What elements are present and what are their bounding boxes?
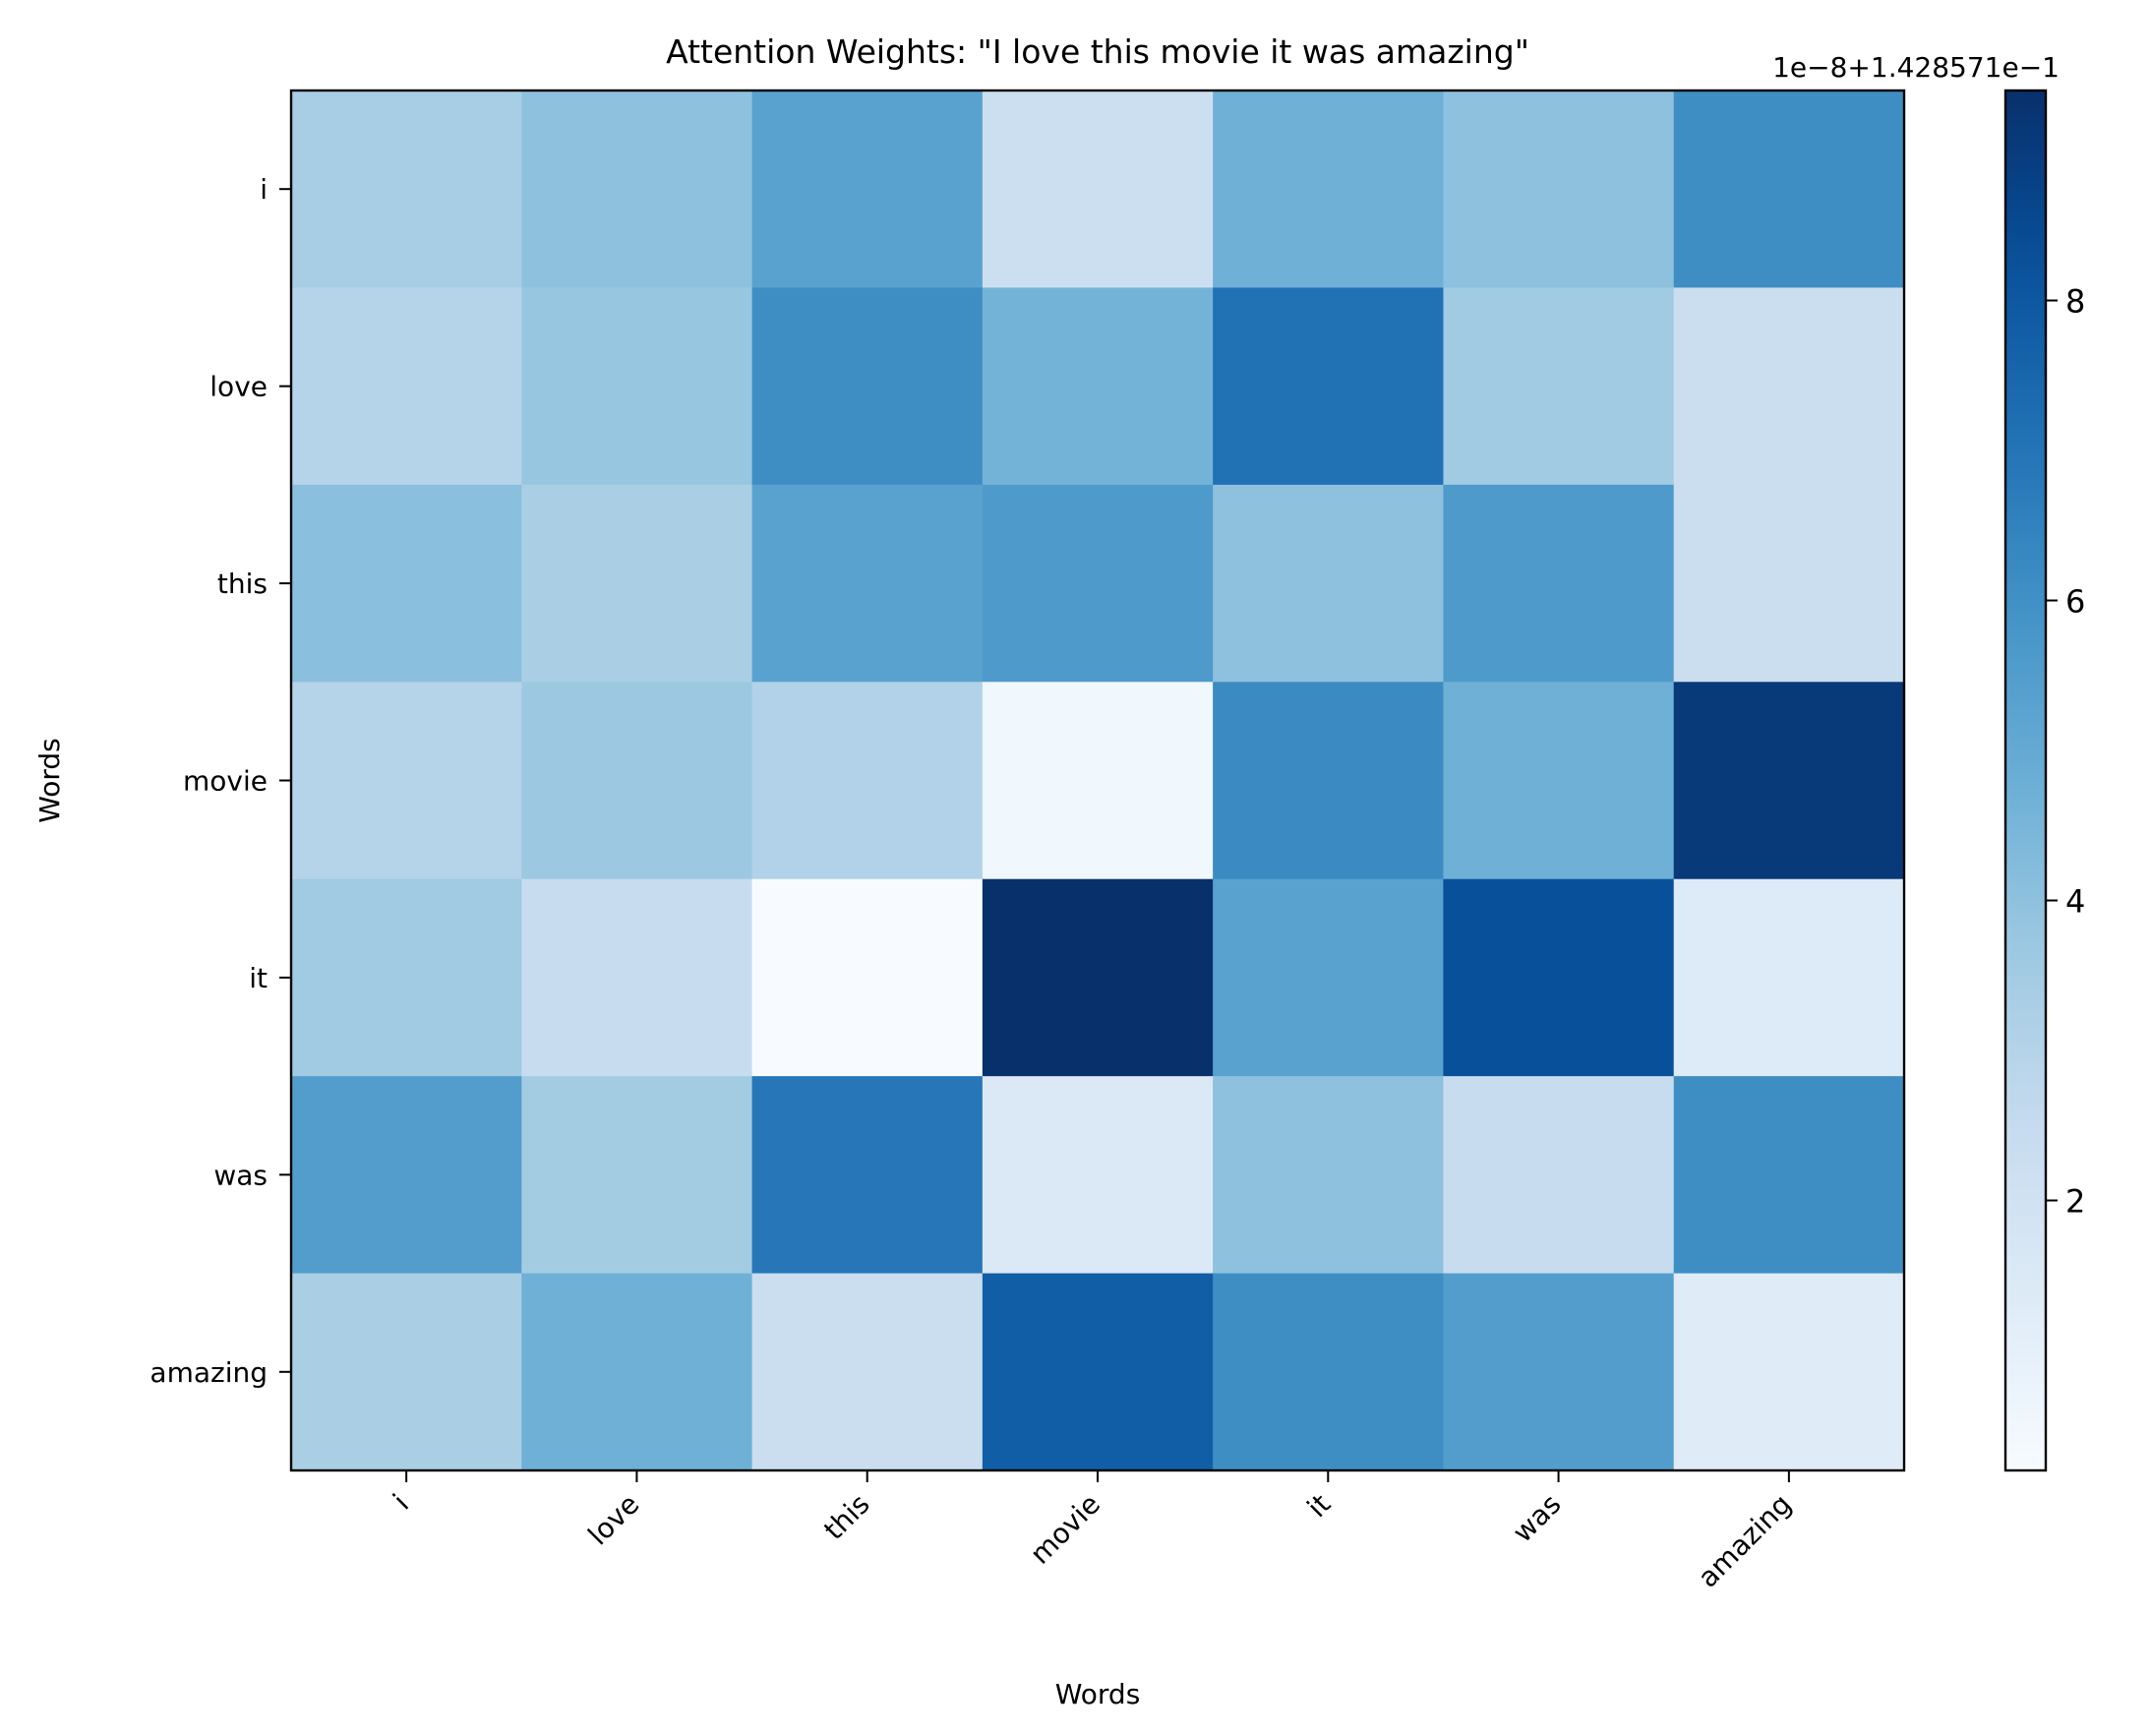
heatmap-cell-4-0 [291, 878, 522, 1077]
heatmap-cell-1-5 [1443, 287, 1675, 486]
y-tick-label: movie [183, 765, 268, 798]
heatmap-cell-2-1 [521, 484, 753, 683]
x-tick-label: movie [1024, 1488, 1106, 1571]
heatmap-cell-2-5 [1443, 484, 1675, 683]
heatmap-cell-1-1 [521, 287, 753, 486]
heatmap-cell-5-5 [1443, 1076, 1675, 1275]
heatmap-cell-5-4 [1213, 1076, 1445, 1275]
y-axis-label: Words [33, 738, 66, 823]
heatmap-cell-1-3 [982, 287, 1214, 486]
heatmap-cell-4-2 [751, 878, 984, 1077]
colorbar [2003, 89, 2048, 1472]
heatmap-cell-1-4 [1213, 287, 1445, 486]
heatmap-cell-5-0 [291, 1076, 522, 1275]
y-tick-label: love [209, 371, 268, 403]
heatmap-cell-6-1 [521, 1273, 753, 1471]
y-tick-label: i [260, 173, 268, 206]
heatmap-cell-4-5 [1443, 878, 1675, 1077]
heatmap-cell-5-3 [982, 1076, 1214, 1275]
y-axis-ticks: i love this movie it was amazing [149, 173, 291, 1389]
colorbar-ticks: 2 4 6 8 [2046, 283, 2085, 1221]
colorbar-tick-label: 8 [2065, 283, 2085, 321]
heatmap-cell-0-3 [982, 90, 1214, 289]
heatmap-cell-3-0 [291, 682, 522, 880]
heatmap-cell-3-6 [1673, 682, 1905, 880]
heatmap-cell-6-2 [751, 1273, 984, 1471]
heatmap-cell-0-0 [291, 90, 522, 289]
x-axis-label: Words [1055, 1678, 1141, 1710]
heatmap-cell-3-1 [521, 682, 753, 880]
colorbar-tick-label: 6 [2065, 583, 2085, 621]
heatmap-cell-0-1 [521, 90, 753, 289]
x-axis-ticks: i love this movie it was amazing [387, 1470, 1798, 1594]
heatmap-cell-6-0 [291, 1273, 522, 1471]
heatmap-cell-0-2 [751, 90, 984, 289]
chart-title: Attention Weights: "I love this movie it… [666, 32, 1529, 71]
heatmap-cell-6-5 [1443, 1273, 1675, 1471]
heatmap-cell-3-5 [1443, 682, 1675, 880]
heatmap-cell-4-3 [982, 878, 1214, 1077]
heatmap-cell-3-4 [1213, 682, 1445, 880]
x-tick-label: i [387, 1488, 415, 1517]
x-tick-label: amazing [1692, 1488, 1798, 1594]
x-tick-label: it [1301, 1488, 1338, 1525]
y-tick-label: this [217, 568, 268, 600]
heatmap-cell-2-4 [1213, 484, 1445, 683]
heatmap-cell-0-5 [1443, 90, 1675, 289]
heatmap-cell-2-3 [982, 484, 1214, 683]
heatmap-cell-3-2 [751, 682, 984, 880]
heatmap-cells [291, 90, 1905, 1471]
heatmap-cell-6-4 [1213, 1273, 1445, 1471]
colorbar-tick-label: 4 [2065, 883, 2085, 921]
heatmap-cell-2-0 [291, 484, 522, 683]
heatmap-cell-4-6 [1673, 878, 1905, 1077]
y-tick-label: it [249, 962, 268, 994]
heatmap-cell-1-6 [1673, 287, 1905, 486]
x-tick-label: love [582, 1488, 646, 1552]
colorbar-tick-label: 2 [2065, 1183, 2085, 1221]
heatmap-cell-5-2 [751, 1076, 984, 1275]
heatmap-cell-5-6 [1673, 1076, 1905, 1275]
x-tick-label: this [817, 1488, 875, 1546]
heatmap-cell-0-4 [1213, 90, 1445, 289]
heatmap-cell-0-6 [1673, 90, 1905, 289]
heatmap-cell-4-1 [521, 878, 753, 1077]
colorbar-offset-label: 1e−8+1.428571e−1 [1772, 51, 2060, 84]
x-tick-label: was [1507, 1488, 1568, 1549]
heatmap-cell-4-4 [1213, 878, 1445, 1077]
heatmap-cell-6-3 [982, 1273, 1214, 1471]
heatmap-cell-1-0 [291, 287, 522, 486]
y-tick-label: amazing [149, 1356, 268, 1389]
heatmap-cell-6-6 [1673, 1273, 1905, 1471]
y-tick-label: was [213, 1159, 268, 1191]
heatmap-cell-2-2 [751, 484, 984, 683]
heatmap-cell-2-6 [1673, 484, 1905, 683]
heatmap-cell-3-3 [982, 682, 1214, 880]
heatmap-cell-5-1 [521, 1076, 753, 1275]
heatmap-cell-1-2 [751, 287, 984, 486]
